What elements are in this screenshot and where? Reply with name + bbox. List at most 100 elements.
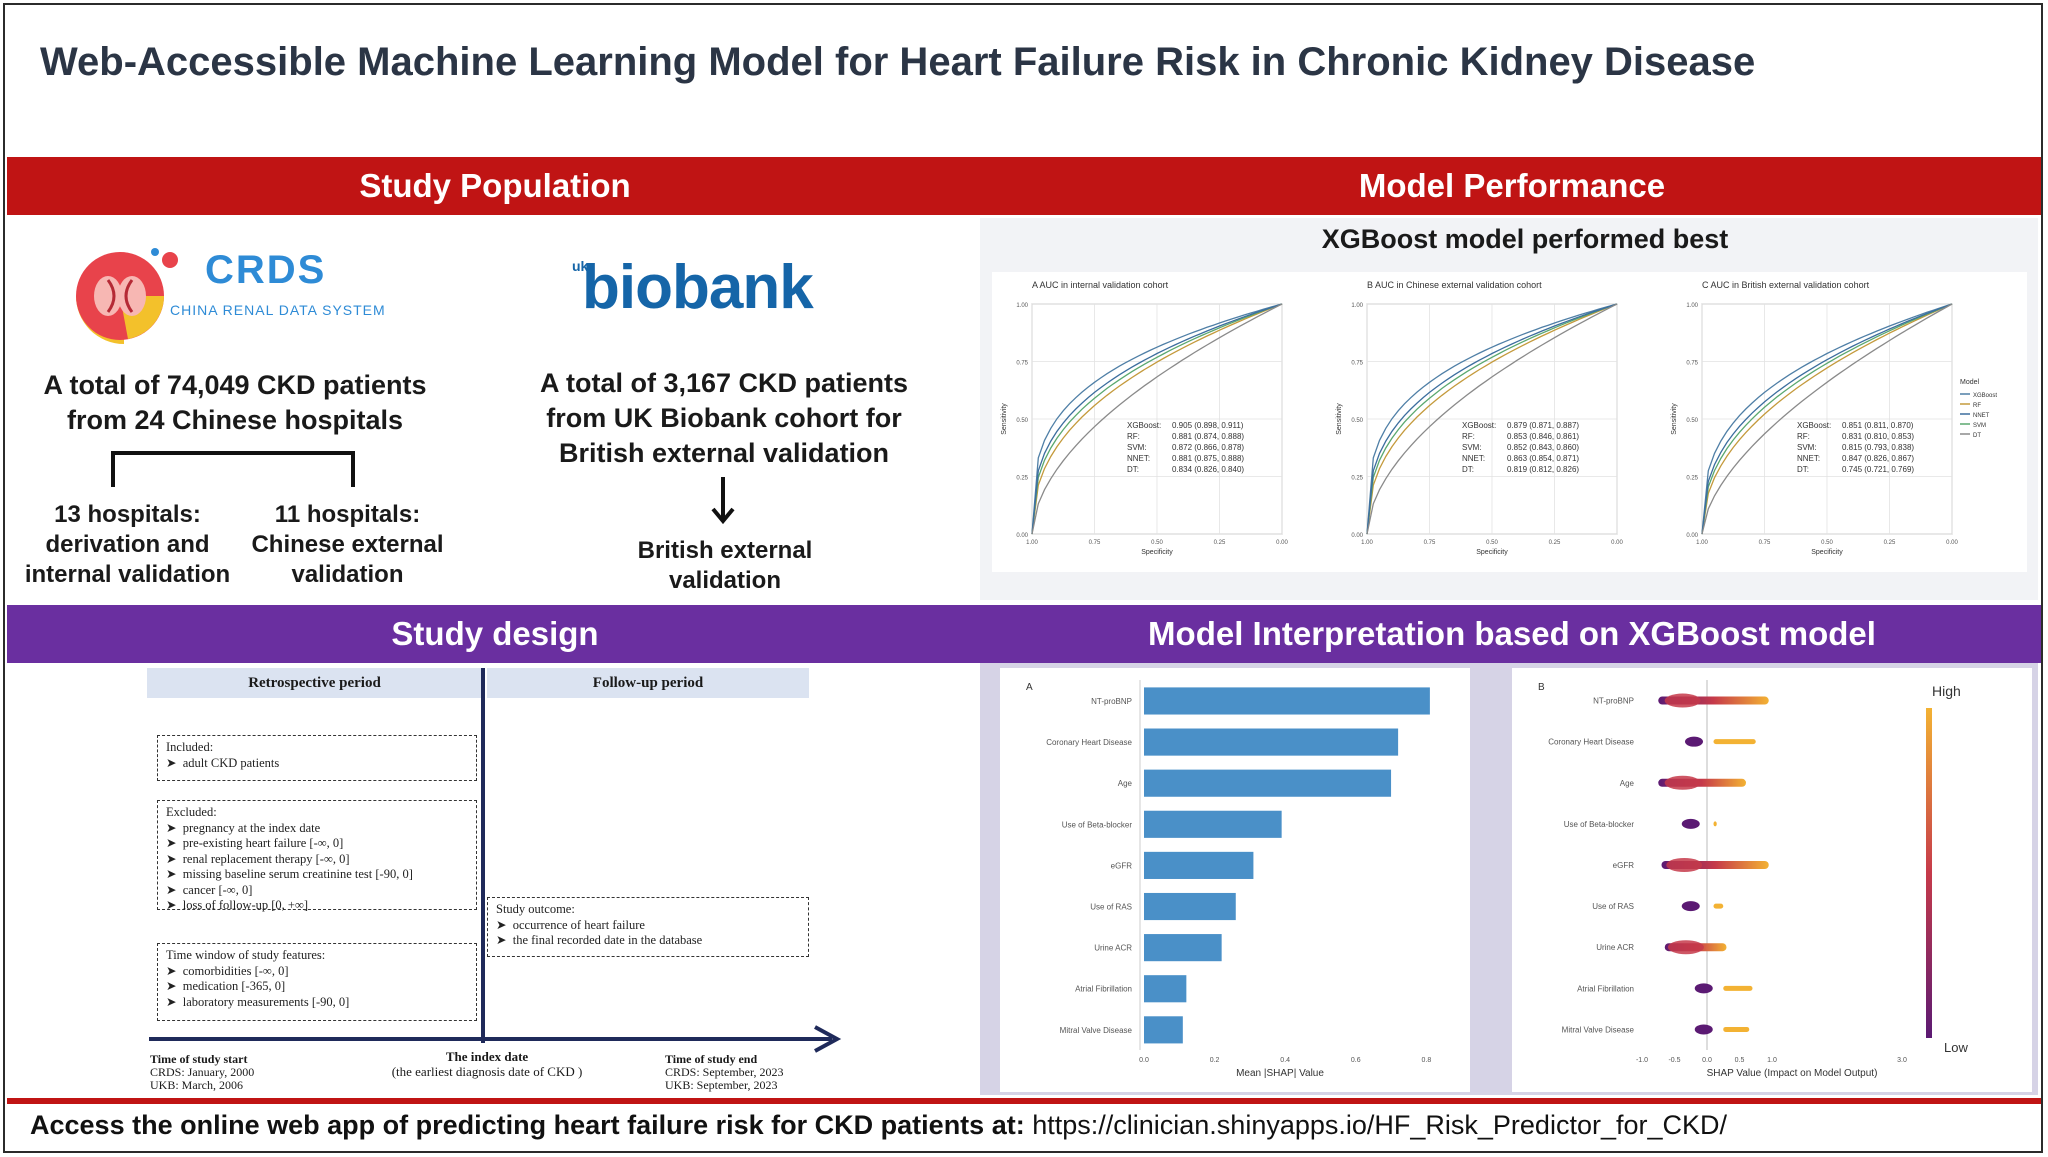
roc-y-tick-label: 0.00	[1016, 533, 1028, 539]
time-window-box: Time window of study features: ➤ comorbi…	[157, 943, 477, 1021]
roc-x-tick-label: 0.50	[1151, 540, 1163, 546]
roc-y-tick-label: 0.25	[1686, 476, 1698, 482]
roc-auc-model-label: SVM:	[1127, 443, 1147, 452]
shap-bar	[1144, 892, 1236, 921]
time-window-item: ➤ comorbidities [-∞, 0]	[166, 963, 289, 978]
roc-y-axis-label: Sensitivity	[1336, 403, 1343, 435]
shap-swarm-density	[1664, 775, 1701, 790]
time-window-item: ➤ medication [-365, 0]	[166, 979, 286, 993]
shap-bar	[1144, 728, 1399, 756]
roc-legend-title: Model	[1960, 379, 1980, 386]
roc-auc-value-label: 0.881 (0.874, 0.888)	[1172, 432, 1244, 441]
shap-cluster-high	[1713, 903, 1724, 909]
excluded-item: ➤ missing baseline serum creatinine test…	[166, 867, 413, 881]
roc-auc-model-label: NNET:	[1797, 454, 1820, 463]
time-window-item: ➤ laboratory measurements [-90, 0]	[166, 994, 350, 1009]
performance-headline: XGBoost model performed best	[1321, 224, 1729, 254]
section-title: Study design	[391, 615, 599, 652]
study-design-panel: Retrospective period Follow-up period In…	[7, 663, 983, 1093]
excluded-title: Excluded:	[166, 805, 217, 819]
roc-auc-model-label: RF:	[1797, 432, 1810, 441]
shap-cluster-low	[1694, 983, 1713, 994]
shap-bee-category-label: Use of Beta-blocker	[1564, 820, 1635, 829]
shap-bar-category-label: Age	[1118, 779, 1133, 788]
roc-auc-model-label: SVM:	[1797, 443, 1817, 452]
study-outcome-title: Study outcome:	[496, 902, 575, 916]
roc-y-tick-label: 1.00	[1686, 303, 1698, 309]
roc-auc-value-label: 0.745 (0.721, 0.769)	[1842, 465, 1914, 474]
roc-legend-label: SVM	[1973, 423, 1986, 429]
shap-cluster-high	[1713, 821, 1717, 827]
shap-panel-label: B	[1538, 682, 1545, 693]
roc-curve-nnet	[1031, 303, 1283, 535]
roc-curve-xgboost	[1701, 303, 1953, 535]
shap-bar-category-label: Urine ACR	[1094, 944, 1132, 953]
roc-auc-model-label: NNET:	[1462, 454, 1485, 463]
footer-url-link[interactable]: https://clinician.shinyapps.io/HF_Risk_P…	[1032, 1110, 1728, 1140]
index-date-title: The index date	[445, 1049, 529, 1064]
roc-auc-model-label: XGBoost:	[1127, 421, 1161, 430]
roc-auc-model-label: XGBoost:	[1797, 421, 1831, 430]
shap-bee-category-label: eGFR	[1613, 861, 1635, 870]
roc-x-tick-label: 1.00	[1361, 540, 1373, 546]
shap-bee-category-label: Use of RAS	[1592, 902, 1634, 911]
shap-colorbar	[1926, 708, 1932, 1038]
ukb-summary-line: A total of 3,167 CKD patients	[539, 368, 909, 398]
shap-swarm-density	[1664, 693, 1701, 708]
roc-y-tick-label: 0.50	[1016, 418, 1028, 424]
roc-auc-model-label: SVM:	[1462, 443, 1482, 452]
roc-x-tick-label: 0.25	[1884, 540, 1896, 546]
branch-line: derivation and	[45, 531, 210, 558]
shap-swarm-density	[1667, 940, 1704, 955]
shap-bar-x-tick-label: 0.4	[1280, 1057, 1290, 1064]
roc-y-tick-label: 0.50	[1351, 418, 1363, 424]
timeline-arrow-icon	[149, 1025, 842, 1053]
shap-bar	[1144, 851, 1254, 879]
ukb-result: British external validation	[560, 536, 890, 596]
shap-colorbar-low-label: Low	[1944, 1040, 1968, 1055]
study-outcome-item-text: occurrence of heart failure	[512, 917, 645, 932]
ukb-logo-uk: uk	[572, 258, 589, 274]
study-end-line: CRDS: September, 2023	[665, 1065, 784, 1079]
excluded-box: Excluded: ➤ pregnancy at the index date …	[157, 800, 477, 912]
roc-x-tick-label: 0.75	[1424, 540, 1436, 546]
crds-split-bracket	[111, 451, 355, 487]
shap-colorbar-high-label: High	[1932, 683, 1961, 699]
roc-y-tick-label: 0.00	[1351, 533, 1363, 539]
roc-legend-label: DT	[1973, 433, 1981, 439]
shap-bee-x-tick-label: 1.0	[1767, 1057, 1777, 1064]
crds-logo-icon	[76, 248, 178, 344]
roc-panel-title: A AUC in internal validation cohort	[1032, 280, 1169, 290]
roc-auc-value-label: 0.847 (0.826, 0.867)	[1842, 454, 1914, 463]
shap-bee-x-tick-label: -1.0	[1636, 1057, 1648, 1064]
shap-bar-category-label: Use of RAS	[1090, 903, 1132, 912]
branch-line: internal validation	[24, 561, 231, 588]
roc-x-tick-label: 1.00	[1696, 540, 1708, 546]
section-bar-design: Study design	[7, 605, 983, 663]
roc-auc-value-label: 0.831 (0.810, 0.853)	[1842, 432, 1914, 441]
roc-auc-value-label: 0.863 (0.854, 0.871)	[1507, 454, 1579, 463]
roc-auc-value-label: 0.851 (0.811, 0.870)	[1842, 421, 1914, 430]
study-start-line: UKB: March, 2006	[150, 1078, 243, 1092]
study-start-line: CRDS: January, 2000	[150, 1065, 255, 1079]
roc-x-tick-label: 0.50	[1486, 540, 1498, 546]
roc-auc-value-label: 0.879 (0.871, 0.887)	[1507, 421, 1579, 430]
roc-auc-value-label: 0.834 (0.826, 0.840)	[1172, 465, 1244, 474]
section-title: Study Population	[359, 167, 631, 204]
ukb-result-line: validation	[668, 567, 782, 594]
roc-auc-model-label: DT:	[1797, 465, 1809, 474]
excluded-item: ➤ pre-existing heart failure [-∞, 0]	[166, 836, 344, 850]
shap-bar-category-label: Atrial Fibrillation	[1075, 985, 1132, 994]
shap-bar-category-label: eGFR	[1111, 861, 1133, 870]
branch-line: Chinese external	[251, 531, 444, 558]
footer-divider	[7, 1098, 2041, 1104]
section-bar-performance: Model Performance	[983, 157, 2041, 215]
shap-bar	[1144, 975, 1187, 1003]
roc-curve-svm	[1366, 303, 1618, 535]
roc-auc-model-label: RF:	[1127, 432, 1140, 441]
excluded-item-text: renal replacement therapy [-∞, 0]	[182, 851, 350, 866]
shap-bee-category-label: NT-proBNP	[1593, 697, 1634, 706]
shap-swarm-density	[1666, 858, 1703, 872]
shap-bee-category-label: Urine ACR	[1596, 943, 1634, 952]
crds-summary-line: from 24 Chinese hospitals	[66, 405, 404, 435]
